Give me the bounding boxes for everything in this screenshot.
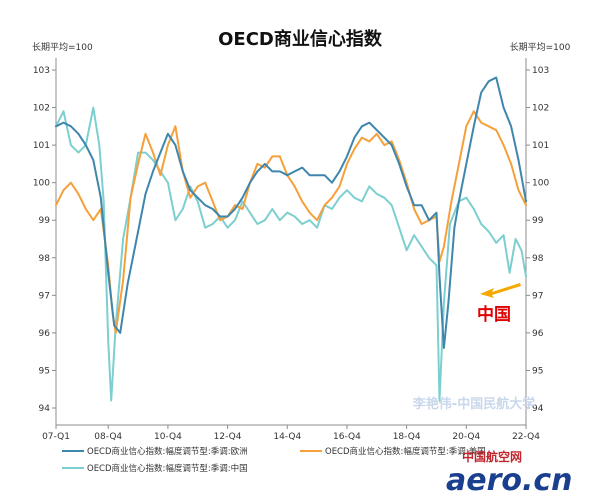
- y-tick-label-left: 102: [33, 104, 50, 114]
- y-tick-label-left: 100: [33, 179, 50, 189]
- x-tick-label: 22-Q4: [512, 432, 540, 442]
- x-tick-label: 10-Q4: [154, 432, 182, 442]
- y-tick-label-right: 97: [532, 291, 543, 301]
- y-tick-label-left: 98: [39, 254, 51, 264]
- series-line-usa: [55, 110, 527, 334]
- y-tick-label-right: 100: [532, 179, 549, 189]
- y-tick-label-right: 98: [532, 254, 544, 264]
- logo: 中国航空网 aero.cn: [446, 449, 573, 498]
- x-tick-label: 07-Q1: [42, 432, 70, 442]
- y-tick-label-left: 101: [33, 141, 50, 151]
- legend-label-china: OECD商业信心指数:幅度调节型:季调:中国: [87, 463, 248, 474]
- y-tick-label-left: 94: [39, 404, 51, 414]
- logo-chinese-text: 中国航空网: [462, 449, 522, 464]
- series-layer: [55, 76, 527, 402]
- y-axis-unit-right: 长期平均=100: [510, 41, 571, 53]
- watermark-text: 李艳伟-中国民航大学: [412, 396, 535, 412]
- legend-label-usa: OECD商业信心指数:幅度调节型:季调:美国: [325, 446, 486, 457]
- y-tick-label-left: 103: [33, 66, 50, 76]
- y-tick-label-right: 95: [532, 366, 543, 376]
- y-tick-label-right: 102: [532, 104, 549, 114]
- x-tick-label: 08-Q4: [94, 432, 122, 442]
- x-tick-label: 20-Q4: [452, 432, 480, 442]
- y-tick-label-left: 96: [39, 329, 51, 339]
- logo-english-text: aero.cn: [446, 463, 573, 498]
- y-tick-label-left: 97: [39, 291, 50, 301]
- y-tick-label-right: 94: [532, 404, 544, 414]
- y-tick-label-left: 95: [39, 366, 50, 376]
- series-line-china: [55, 106, 527, 402]
- y-tick-label-left: 99: [39, 216, 51, 226]
- series-line-europe: [55, 76, 527, 349]
- legend: OECD商业信心指数:幅度调节型:季调:欧洲 OECD商业信心指数:幅度调节型:…: [62, 446, 486, 474]
- annotation-china-label: 中国: [477, 304, 511, 325]
- annotation-arrow: [480, 283, 521, 298]
- x-tick-label: 18-Q4: [393, 432, 421, 442]
- x-tick-label: 14-Q4: [273, 432, 301, 442]
- y-tick-label-right: 101: [532, 141, 549, 151]
- y-axis-unit-left: 长期平均=100: [32, 41, 93, 53]
- annotation-layer: 中国: [477, 283, 521, 325]
- y-tick-label-right: 96: [532, 329, 544, 339]
- y-tick-label-right: 103: [532, 66, 549, 76]
- axes: 94 94 95 95 96 96 97 97 98 98 99 99 100 100 101 101 102 1…: [33, 58, 549, 442]
- x-tick-label: 12-Q4: [214, 432, 242, 442]
- y-tick-label-right: 99: [532, 216, 544, 226]
- x-tick-label: 16-Q4: [333, 432, 361, 442]
- legend-label-europe: OECD商业信心指数:幅度调节型:季调:欧洲: [87, 446, 248, 457]
- chart-title: OECD商业信心指数: [218, 28, 383, 50]
